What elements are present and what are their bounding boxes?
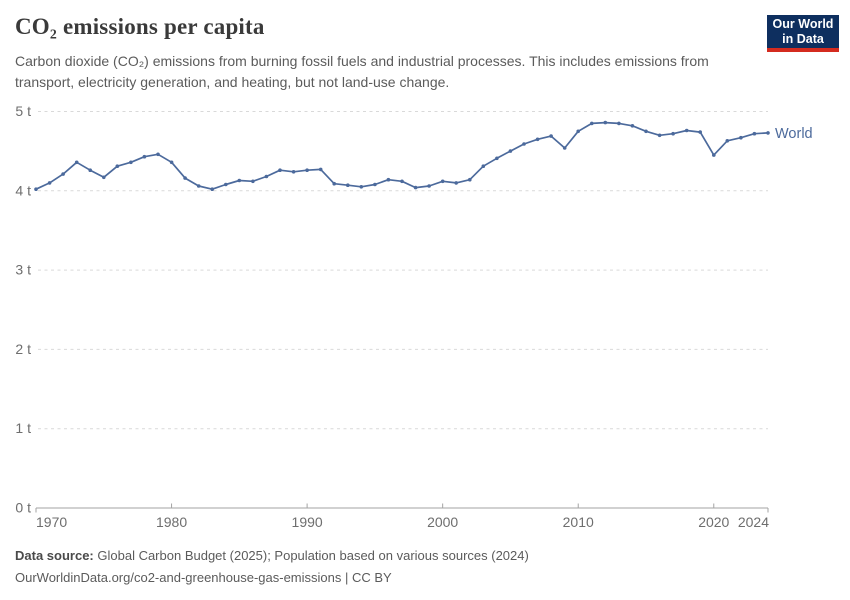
svg-text:0 t: 0 t [15,500,31,516]
svg-text:1 t: 1 t [15,420,31,436]
svg-text:2020: 2020 [698,514,729,530]
world-line-markers [34,120,770,191]
y-gridlines [35,111,769,513]
x-axis: 1970 1980 1990 2000 2010 2020 2024 [36,503,769,530]
svg-text:5 t: 5 t [15,103,31,119]
owid-logo[interactable]: Our World in Data [767,15,839,52]
svg-text:3 t: 3 t [15,262,31,278]
svg-text:1990: 1990 [292,514,323,530]
chart-footer: Data source: Global Carbon Budget (2025)… [15,545,529,589]
svg-text:2010: 2010 [563,514,594,530]
page-title: CO₂ emissions per capita [15,14,265,39]
datasource-line: Data source: Global Carbon Budget (2025)… [15,548,529,563]
svg-text:1980: 1980 [156,514,187,530]
datasource-label: Data source: [15,548,94,563]
series-label-world[interactable]: World [775,126,813,142]
svg-text:4 t: 4 t [15,182,31,198]
datasource-text: Global Carbon Budget (2025); Population … [97,548,529,563]
license-line[interactable]: OurWorldinData.org/co2-and-greenhouse-ga… [15,570,392,585]
chart-subtitle: Carbon dioxide (CO₂) emissions from burn… [15,53,709,90]
svg-text:2000: 2000 [427,514,458,530]
owid-logo-line1: Our World [772,17,834,31]
svg-text:2 t: 2 t [15,341,31,357]
owid-logo-line2: in Data [782,31,824,46]
y-axis-labels: 0 t 1 t 2 t 3 t 4 t 5 t [15,103,31,516]
svg-text:2024: 2024 [738,514,769,530]
svg-text:1970: 1970 [36,514,67,530]
